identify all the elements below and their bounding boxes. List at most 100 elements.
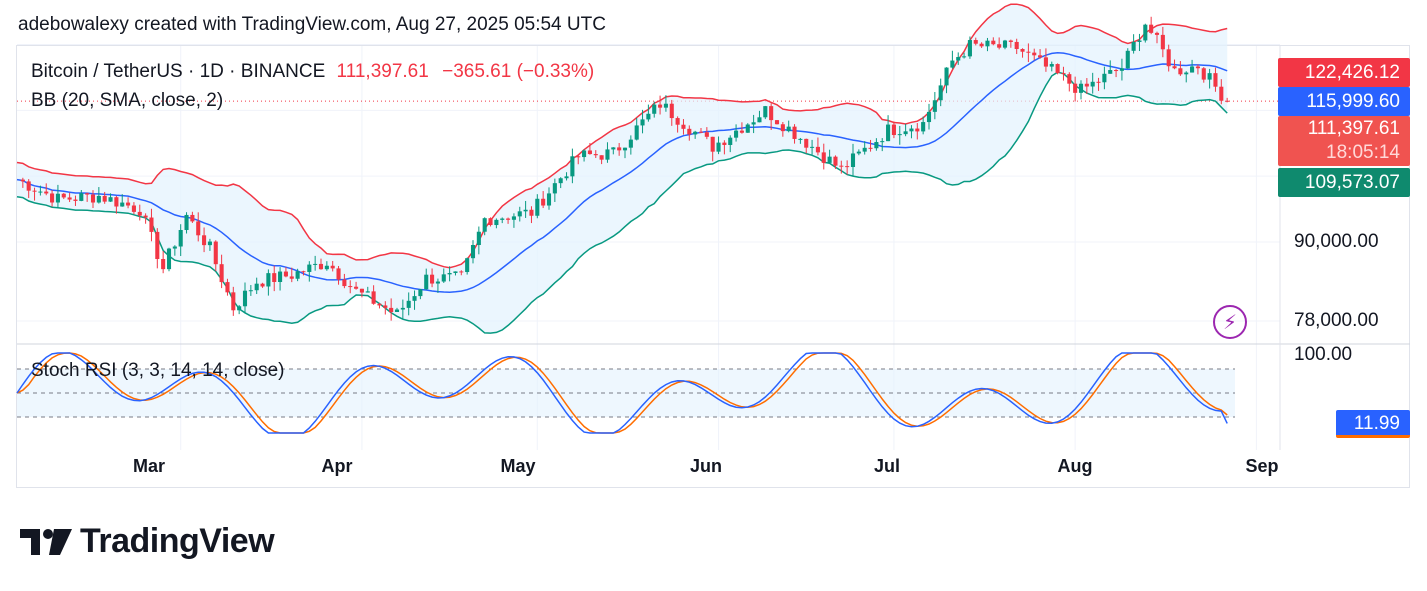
candle-body xyxy=(1184,72,1189,75)
candle-body xyxy=(20,179,25,182)
candle-body xyxy=(973,40,978,44)
candle-body xyxy=(354,286,359,289)
candle-body xyxy=(155,231,160,260)
symbol-legend: Bitcoin / TetherUS · 1D · BINANCE 111,39… xyxy=(31,61,594,83)
candle-body xyxy=(576,156,581,158)
candle-body xyxy=(500,218,505,220)
candle-body xyxy=(73,199,78,201)
candle-body xyxy=(1067,74,1072,84)
candle-body xyxy=(231,292,236,311)
candle-body xyxy=(693,131,698,135)
logo-text: TradingView xyxy=(80,522,275,560)
x-tick-jul: Jul xyxy=(873,456,901,476)
candle-body xyxy=(377,303,382,306)
candle-body xyxy=(196,221,201,236)
bar-countdown: 18:05:14 xyxy=(1326,142,1400,163)
candle-body xyxy=(938,85,943,101)
candle-body xyxy=(593,154,598,156)
candle-body xyxy=(161,259,166,270)
candle-body xyxy=(120,202,125,207)
candle-body xyxy=(67,197,72,200)
flash-icon[interactable]: ⚡ xyxy=(1213,305,1247,339)
candle-body xyxy=(1172,66,1177,69)
candle-body xyxy=(482,218,487,232)
candle-body xyxy=(143,215,148,218)
candle-body xyxy=(1143,24,1148,41)
candle-body xyxy=(1043,57,1048,67)
candle-body xyxy=(126,202,131,206)
candle-body xyxy=(278,271,283,282)
candle-body xyxy=(821,152,826,163)
candle-body xyxy=(564,176,569,179)
candle-body xyxy=(810,146,815,148)
candle-body xyxy=(1195,66,1200,69)
candle-body xyxy=(845,166,850,168)
candle-body xyxy=(903,131,908,135)
candle-body xyxy=(850,153,856,167)
candle-body xyxy=(307,264,312,272)
candle-body xyxy=(751,122,756,125)
candle-body xyxy=(424,274,429,290)
candle-body xyxy=(517,211,522,217)
price-change: −365.61 (−0.33%) xyxy=(442,61,595,82)
bb-basis-line xyxy=(16,52,1228,293)
candle-body xyxy=(833,156,838,166)
candle-body xyxy=(640,119,645,126)
candle-body xyxy=(237,306,242,311)
x-tick-mar: Mar xyxy=(132,456,166,476)
candle-body xyxy=(38,191,43,193)
candle-body xyxy=(1032,52,1037,56)
candle-body xyxy=(628,139,633,148)
last-price: 111,397.61 xyxy=(336,61,429,82)
candle-body xyxy=(254,283,259,291)
candle-body xyxy=(886,124,891,142)
candle-body xyxy=(1201,68,1206,80)
candle-body xyxy=(1096,81,1101,83)
candle-body xyxy=(915,128,920,132)
candle-body xyxy=(1114,70,1119,72)
candle-body xyxy=(412,296,417,301)
candle-body xyxy=(1084,83,1089,87)
candle-body xyxy=(669,103,674,119)
candle-body xyxy=(202,235,207,246)
candle-body xyxy=(44,191,49,194)
candles xyxy=(20,16,1230,321)
candle-body xyxy=(734,130,739,138)
candle-body xyxy=(359,288,364,293)
candle-body xyxy=(295,271,300,279)
tradingview-logo-icon xyxy=(20,528,72,555)
candle-body xyxy=(634,125,639,140)
candle-body xyxy=(318,263,324,270)
candle-body xyxy=(792,126,797,139)
candle-body xyxy=(1008,40,1013,42)
candle-body xyxy=(1178,68,1183,75)
candle-body xyxy=(389,307,394,313)
candle-body xyxy=(213,241,218,265)
candle-body xyxy=(839,165,844,167)
candle-body xyxy=(32,190,37,192)
candle-body xyxy=(1213,73,1218,87)
candle-body xyxy=(1131,41,1136,51)
candle-body xyxy=(506,218,511,220)
bb-basis-tag: 115,999.60 xyxy=(1278,87,1410,116)
bb-upper-line xyxy=(16,3,1228,269)
candle-body xyxy=(1073,83,1078,93)
candle-body xyxy=(570,156,575,177)
candle-body xyxy=(552,183,557,194)
candle-body xyxy=(1190,66,1195,73)
candle-body xyxy=(862,147,867,152)
candle-body xyxy=(1049,64,1054,67)
candle-body xyxy=(1219,86,1224,101)
candle-body xyxy=(301,271,306,273)
candle-body xyxy=(406,300,411,308)
candle-body xyxy=(348,286,353,288)
candle-body xyxy=(827,156,832,163)
candle-body xyxy=(1149,24,1154,33)
candle-body xyxy=(891,124,896,136)
candle-body xyxy=(260,283,265,287)
tradingview-logo[interactable]: TradingView xyxy=(20,522,275,561)
candle-body xyxy=(55,193,60,203)
candle-body xyxy=(476,231,481,246)
candle-body xyxy=(663,103,668,108)
